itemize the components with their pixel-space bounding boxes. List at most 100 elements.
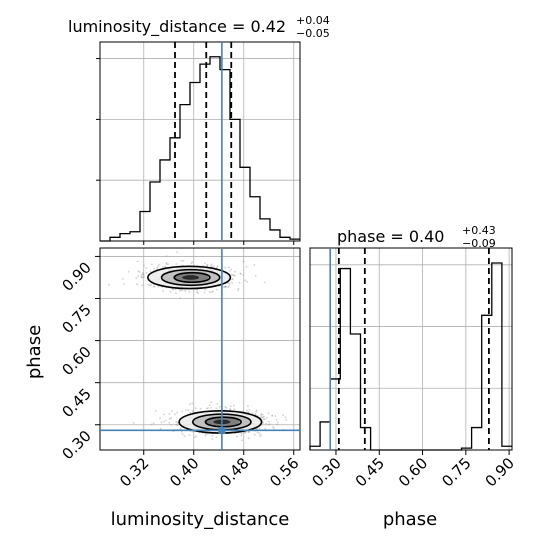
title-ld-minus: −0.05 [296,27,330,40]
sample-point [175,423,178,426]
xlabel-luminosity-distance: luminosity_distance [111,509,290,530]
sample-point [188,290,191,293]
title-phase-value: 0.40 [409,227,445,246]
sample-point [206,263,209,266]
sample-point [231,274,234,276]
sample-point [247,411,250,414]
xtick-label-phase-4: 0.90 [482,454,518,490]
sample-point [145,267,148,269]
sample-point [203,291,206,294]
sample-point [274,415,277,417]
sample-point [267,412,270,415]
xtick-label-phase-1: 0.45 [352,454,388,490]
sample-point [251,412,254,415]
ytick-label-phase-0: 0.30 [58,427,94,463]
sample-point [175,420,178,423]
sample-point [260,416,262,419]
sample-point [238,281,241,284]
sample-point [237,289,239,292]
sample-point [239,272,242,275]
sample-point [168,421,171,424]
sample-point [263,281,266,284]
xtick-label-ld-1: 0.40 [166,454,202,490]
sample-point [147,284,150,286]
sample-point [153,267,155,270]
sample-point [143,276,145,278]
panel-2d-inner [108,251,288,442]
sample-point [140,274,143,277]
xtick-label-ld-3: 0.56 [266,454,302,490]
sample-point [148,284,151,287]
panel-phase-vs-luminosity-distance [99,247,301,451]
sample-point [165,255,168,257]
sample-point [159,417,162,419]
sample-point [168,412,171,415]
sample-point [172,288,175,291]
sample-point [231,282,234,284]
sample-point [271,414,273,417]
sample-point [225,285,227,288]
sample-point [207,407,209,409]
sample-point [141,273,144,275]
sample-point [276,423,279,426]
xtick-label-ld-0: 0.32 [116,454,152,490]
contour-line-0-0 [147,265,232,290]
panel-phase-histogram [309,247,513,451]
sample-point [242,260,245,263]
truth-marker [218,426,226,434]
sample-point [233,274,235,277]
sample-point [273,427,275,430]
sample-point [132,422,135,424]
frame-2d [99,247,301,451]
sample-point [262,418,265,421]
histogram-luminosity-distance [100,56,300,242]
sample-point [231,278,234,281]
sample-point [244,431,247,434]
sample-point [245,265,248,268]
sample-point [170,423,172,426]
sample-point [268,423,271,426]
sample-point [246,280,249,283]
sample-point [174,413,176,416]
sample-point [192,410,195,413]
sample-point [284,416,287,419]
sample-point [190,262,193,265]
sample-point [215,288,218,291]
sample-point [233,408,236,410]
sample-point [188,403,191,405]
sample-point [222,286,225,289]
sample-point [153,285,156,288]
density-fill-0-3 [182,275,200,280]
sample-point [175,423,178,426]
sample-point [191,410,194,412]
sample-point [108,283,110,286]
sample-point [215,407,218,409]
sample-point [261,416,264,419]
title-ld-value: 0.42 [250,17,286,36]
sample-point [121,278,124,280]
sample-point [176,421,179,424]
sample-point [174,288,177,291]
sample-point [179,427,182,430]
sample-point [247,437,250,440]
ytick-label-phase-3: 0.75 [58,301,94,337]
sample-point [142,272,144,274]
panel-luminosity-distance-histogram [96,41,301,245]
sample-point [204,288,207,291]
sample-point [174,292,177,295]
sample-point [204,262,206,265]
sample-point [157,265,160,267]
sample-point [194,407,197,410]
sample-point [282,414,284,417]
sample-point [181,433,184,435]
sample-point [206,433,209,435]
sample-point [225,286,227,288]
sample-point [248,408,251,411]
sample-point [218,406,221,408]
sample-point [210,263,213,266]
sample-point [169,290,172,293]
sample-point [255,428,258,430]
sample-point [140,276,143,279]
sample-point [187,409,190,411]
